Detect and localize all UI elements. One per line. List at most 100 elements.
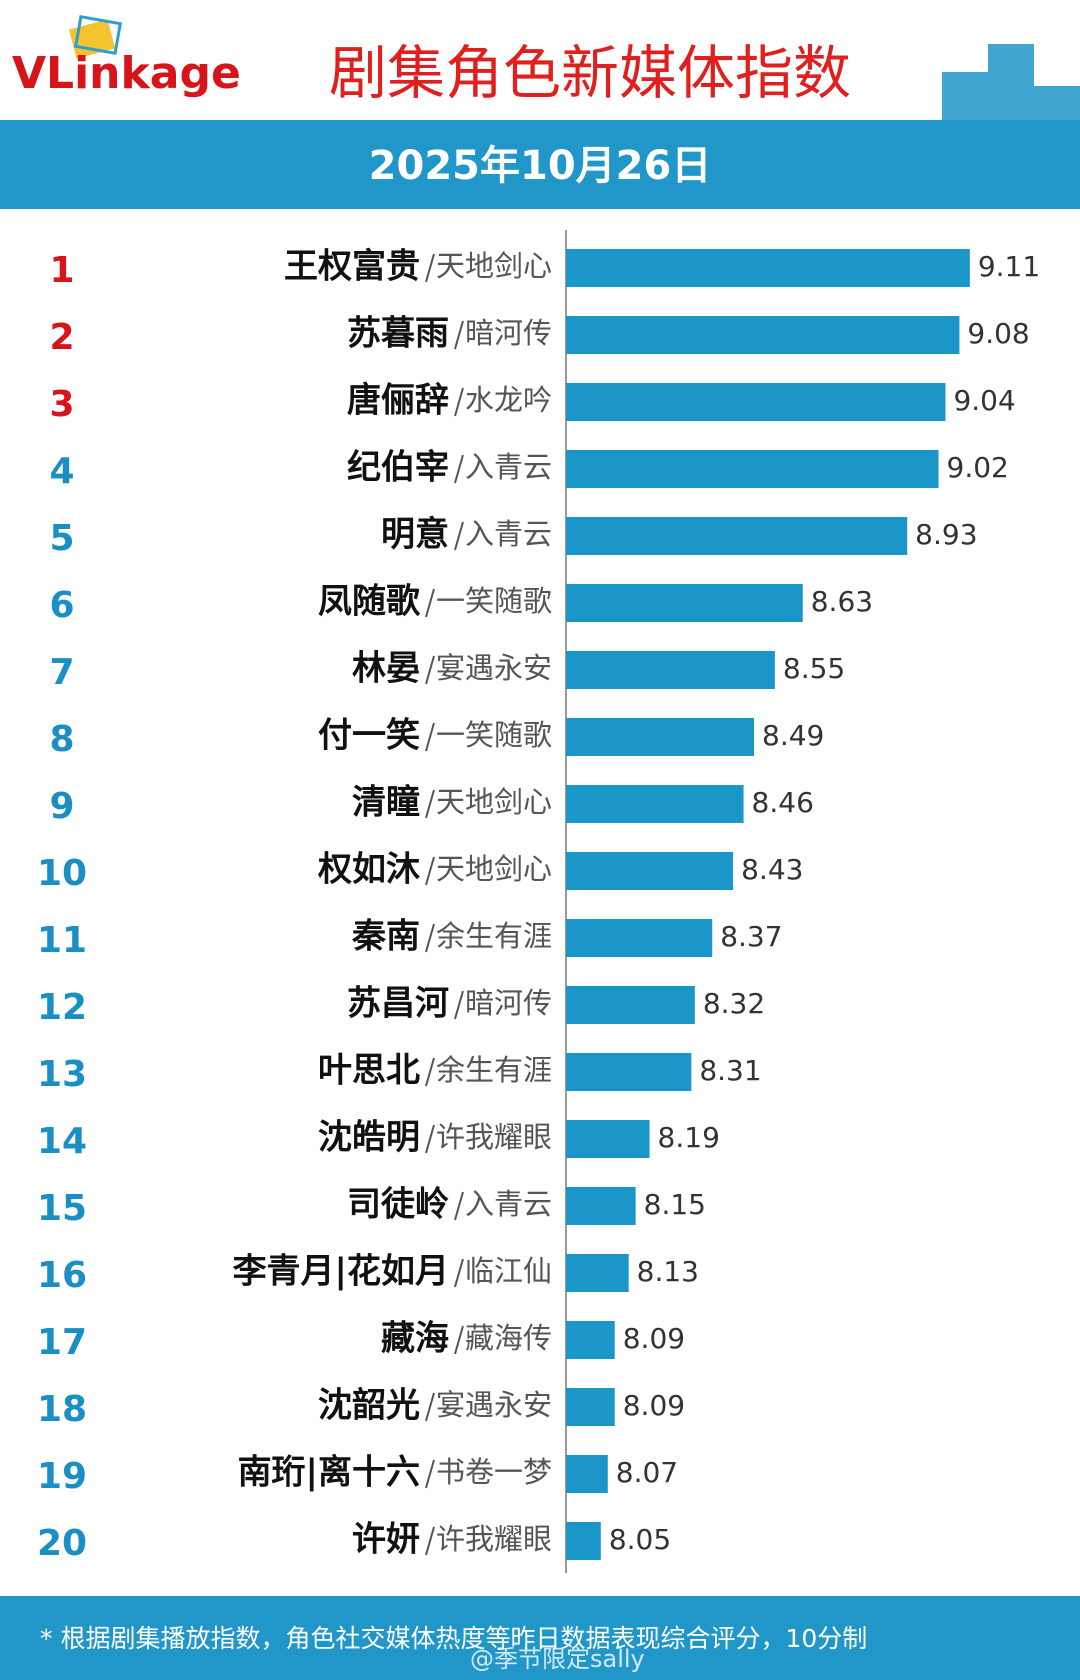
value-label: 8.19 <box>658 1121 720 1154</box>
bar <box>566 1321 615 1359</box>
rank: 18 <box>37 1389 87 1430</box>
logo-icon <box>68 15 123 59</box>
bar <box>566 718 754 756</box>
y-tick-label: 许妍 <box>352 1520 420 1560</box>
y-tick-label: 付一笑 <box>318 716 420 756</box>
footer-band <box>0 1596 1080 1680</box>
bar <box>566 986 695 1024</box>
value-label: 8.46 <box>752 786 814 819</box>
drama-label: 藏海传 <box>465 1321 552 1355</box>
y-tick-label: 沈韶光 <box>318 1386 420 1426</box>
drama-label: 许我耀眼 <box>436 1120 552 1154</box>
separator <box>425 655 435 685</box>
separator <box>425 1459 435 1489</box>
rank: 8 <box>49 719 74 760</box>
rank: 11 <box>37 920 87 961</box>
y-tick-label: 藏海 <box>381 1319 449 1359</box>
separator <box>425 253 435 283</box>
drama-label: 余生有涯 <box>436 1053 552 1087</box>
rank: 9 <box>49 786 74 827</box>
bar <box>566 383 946 421</box>
y-tick-label: 叶思北 <box>318 1051 420 1091</box>
drama-label: 宴遇永安 <box>436 651 552 685</box>
value-label: 8.07 <box>616 1456 678 1489</box>
bar <box>566 450 939 488</box>
rank: 14 <box>37 1121 87 1162</box>
value-label: 8.32 <box>703 987 765 1020</box>
value-label: 9.11 <box>978 250 1040 283</box>
separator <box>425 856 435 886</box>
bar <box>566 1053 692 1091</box>
value-label: 8.93 <box>915 518 977 551</box>
bar <box>566 1187 636 1225</box>
y-tick-label: 唐俪辞 <box>347 381 449 421</box>
rank: 1 <box>49 250 74 291</box>
value-label: 9.04 <box>953 384 1015 417</box>
bar <box>566 919 713 957</box>
separator <box>454 990 464 1020</box>
drama-label: 许我耀眼 <box>436 1522 552 1556</box>
rank: 3 <box>49 384 74 425</box>
value-label: 8.63 <box>811 585 873 618</box>
chart-subtitle: 2025年10月26日 <box>369 143 712 189</box>
separator <box>454 521 464 551</box>
value-label: 8.55 <box>783 652 845 685</box>
separator <box>425 923 435 953</box>
watermark: @季节限定sally <box>470 1645 645 1673</box>
separator <box>425 588 435 618</box>
y-tick-label: 南珩|离十六 <box>238 1453 420 1493</box>
bar <box>566 1522 601 1560</box>
y-tick-label: 司徒岭 <box>347 1185 449 1225</box>
value-label: 8.13 <box>637 1255 699 1288</box>
separator <box>454 1325 464 1355</box>
y-tick-label: 王权富贵 <box>284 247 420 287</box>
drama-label: 书卷一梦 <box>436 1455 552 1489</box>
logo: VLinkage <box>12 48 241 99</box>
value-label: 8.09 <box>623 1389 685 1422</box>
drama-label: 一笑随歌 <box>436 584 552 618</box>
separator <box>454 454 464 484</box>
drama-label: 水龙吟 <box>465 383 552 417</box>
rank: 13 <box>37 1054 87 1095</box>
bar <box>566 785 744 823</box>
drama-label: 天地剑心 <box>436 852 552 886</box>
value-label: 8.37 <box>720 920 782 953</box>
chart-title: 剧集角色新媒体指数 <box>329 39 851 107</box>
bar <box>566 517 908 555</box>
separator <box>425 1526 435 1556</box>
separator <box>425 789 435 819</box>
separator <box>425 1057 435 1087</box>
rank: 4 <box>49 451 74 492</box>
separator <box>425 722 435 752</box>
drama-label: 入青云 <box>465 1187 552 1221</box>
value-label: 9.08 <box>967 317 1029 350</box>
drama-label: 入青云 <box>465 450 552 484</box>
bar <box>566 1455 608 1493</box>
y-tick-label: 秦南 <box>351 917 420 957</box>
value-label: 8.49 <box>762 719 824 752</box>
rank: 2 <box>49 317 74 358</box>
value-label: 8.09 <box>623 1322 685 1355</box>
y-tick-label: 李青月|花如月 <box>233 1252 449 1292</box>
bar <box>566 852 734 890</box>
value-label: 8.15 <box>644 1188 706 1221</box>
drama-label: 暗河传 <box>465 986 552 1020</box>
drama-label: 天地剑心 <box>436 249 552 283</box>
y-tick-label: 苏昌河 <box>347 984 449 1024</box>
bar <box>566 1254 629 1292</box>
y-tick-label: 清瞳 <box>352 783 420 823</box>
drama-label: 一笑随歌 <box>436 718 552 752</box>
y-tick-label: 沈皓明 <box>318 1118 420 1158</box>
subtitle-band <box>0 120 1080 209</box>
separator <box>454 320 464 350</box>
podium-graphic <box>942 44 1080 120</box>
separator <box>425 1124 435 1154</box>
drama-label: 宴遇永安 <box>436 1388 552 1422</box>
bar <box>566 1120 650 1158</box>
drama-label: 入青云 <box>465 517 552 551</box>
value-label: 9.02 <box>947 451 1009 484</box>
drama-label: 暗河传 <box>465 316 552 350</box>
y-tick-label: 凤随歌 <box>318 582 421 622</box>
rank: 15 <box>37 1188 87 1229</box>
